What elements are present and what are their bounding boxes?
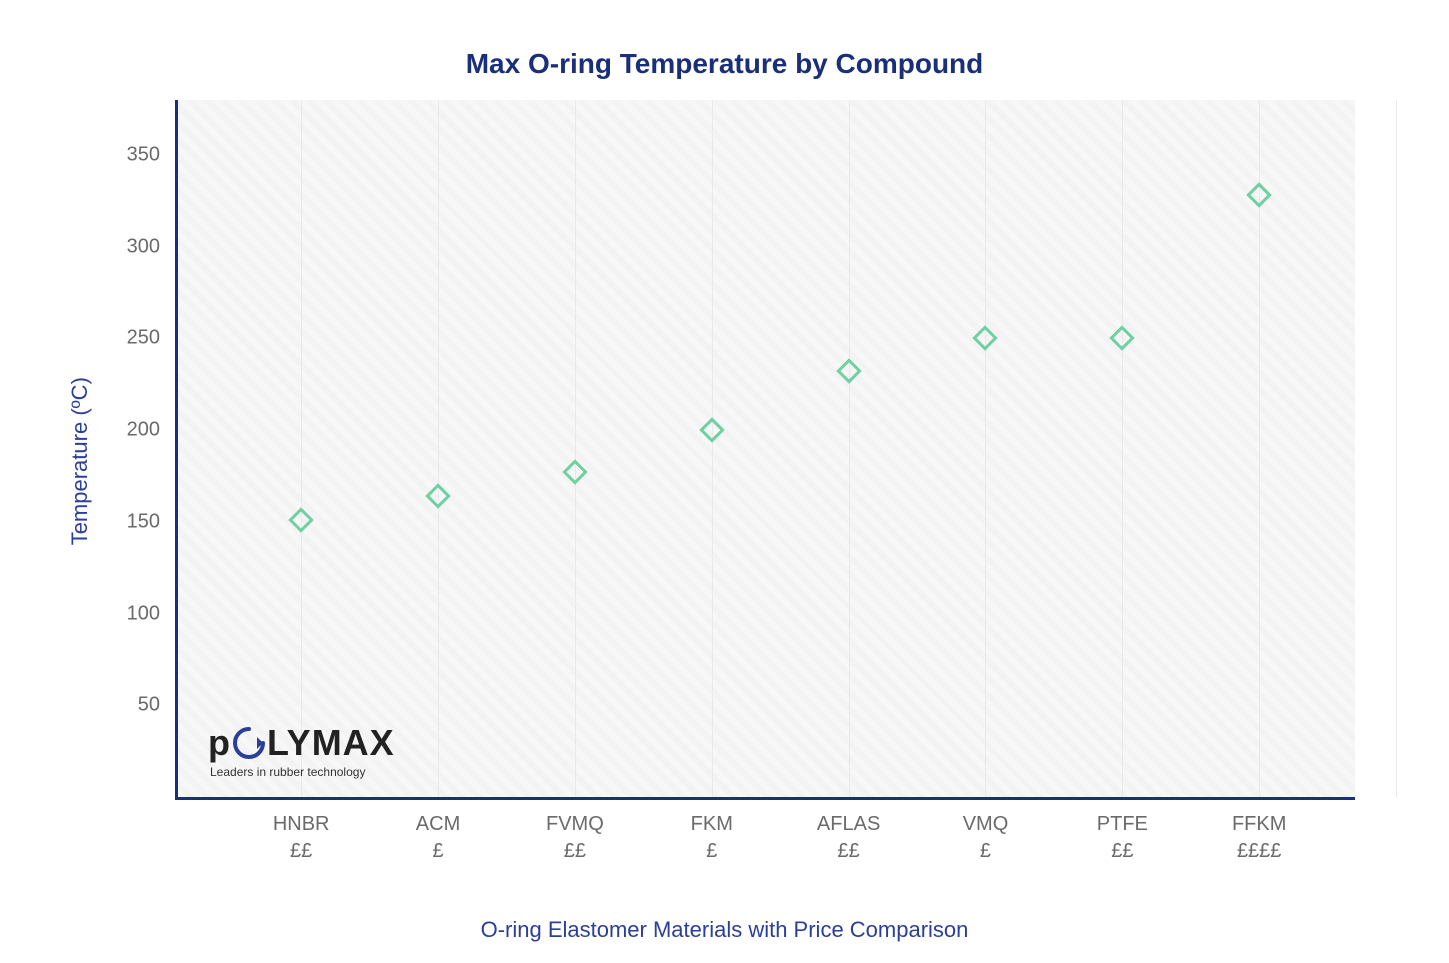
data-point xyxy=(836,359,861,384)
chart-title: Max O-ring Temperature by Compound xyxy=(0,48,1449,80)
x-tick: VMQ£ xyxy=(925,811,1045,865)
x-tick-price: £ xyxy=(378,838,498,865)
y-axis-label-wrap: Temperature (ºC) xyxy=(60,0,100,963)
x-tick-price: ££ xyxy=(515,838,635,865)
data-point xyxy=(1110,326,1135,351)
data-point xyxy=(288,507,313,532)
x-tick: FKM£ xyxy=(652,811,772,865)
x-tick-label: FVMQ xyxy=(515,811,635,838)
logo-rest: LYMAX xyxy=(267,725,395,761)
x-tick-label: FKM xyxy=(652,811,772,838)
brand-logo: p LYMAX Leaders in rubber technology xyxy=(208,725,448,779)
y-tick-label: 350 xyxy=(127,144,160,167)
data-point xyxy=(425,483,450,508)
x-tick: FVMQ££ xyxy=(515,811,635,865)
x-tick-price: ££ xyxy=(1062,838,1182,865)
data-point xyxy=(699,417,724,442)
x-tick-price: ££££ xyxy=(1199,838,1319,865)
logo-letter-p: p xyxy=(208,725,231,761)
gridline xyxy=(849,100,850,797)
y-tick-label: 150 xyxy=(127,510,160,533)
x-tick-label: PTFE xyxy=(1062,811,1182,838)
data-point xyxy=(973,326,998,351)
x-tick-price: ££ xyxy=(789,838,909,865)
x-tick-label: FFKM xyxy=(1199,811,1319,838)
brand-tagline: Leaders in rubber technology xyxy=(208,765,448,779)
y-tick-label: 50 xyxy=(138,694,160,717)
gridline xyxy=(1396,100,1397,797)
recycle-ring-icon xyxy=(231,725,267,761)
x-tick-price: £ xyxy=(925,838,1045,865)
x-tick: AFLAS££ xyxy=(789,811,909,865)
data-point xyxy=(1246,183,1271,208)
chart-container: Max O-ring Temperature by Compound Tempe… xyxy=(0,0,1449,963)
x-tick: HNBR££ xyxy=(241,811,361,865)
gridline xyxy=(1122,100,1123,797)
x-tick: FFKM££££ xyxy=(1199,811,1319,865)
gridline xyxy=(575,100,576,797)
data-point xyxy=(562,460,587,485)
y-tick-label: 200 xyxy=(127,419,160,442)
y-tick-label: 250 xyxy=(127,327,160,350)
gridline xyxy=(301,100,302,797)
x-tick-label: VMQ xyxy=(925,811,1045,838)
gridline xyxy=(985,100,986,797)
gridline xyxy=(438,100,439,797)
x-tick: PTFE££ xyxy=(1062,811,1182,865)
x-tick-label: HNBR xyxy=(241,811,361,838)
x-tick: ACM£ xyxy=(378,811,498,865)
plot-area: p LYMAX Leaders in rubber technology HNB… xyxy=(175,100,1355,800)
y-tick-label: 300 xyxy=(127,235,160,258)
y-axis-label: Temperature (ºC) xyxy=(67,377,93,545)
brand-logo-row: p LYMAX xyxy=(208,725,448,761)
x-axis-label: O-ring Elastomer Materials with Price Co… xyxy=(0,917,1449,943)
y-tick-label: 100 xyxy=(127,602,160,625)
gridline xyxy=(712,100,713,797)
x-tick-label: ACM xyxy=(378,811,498,838)
x-tick-price: £ xyxy=(652,838,772,865)
x-tick-price: ££ xyxy=(241,838,361,865)
x-tick-label: AFLAS xyxy=(789,811,909,838)
